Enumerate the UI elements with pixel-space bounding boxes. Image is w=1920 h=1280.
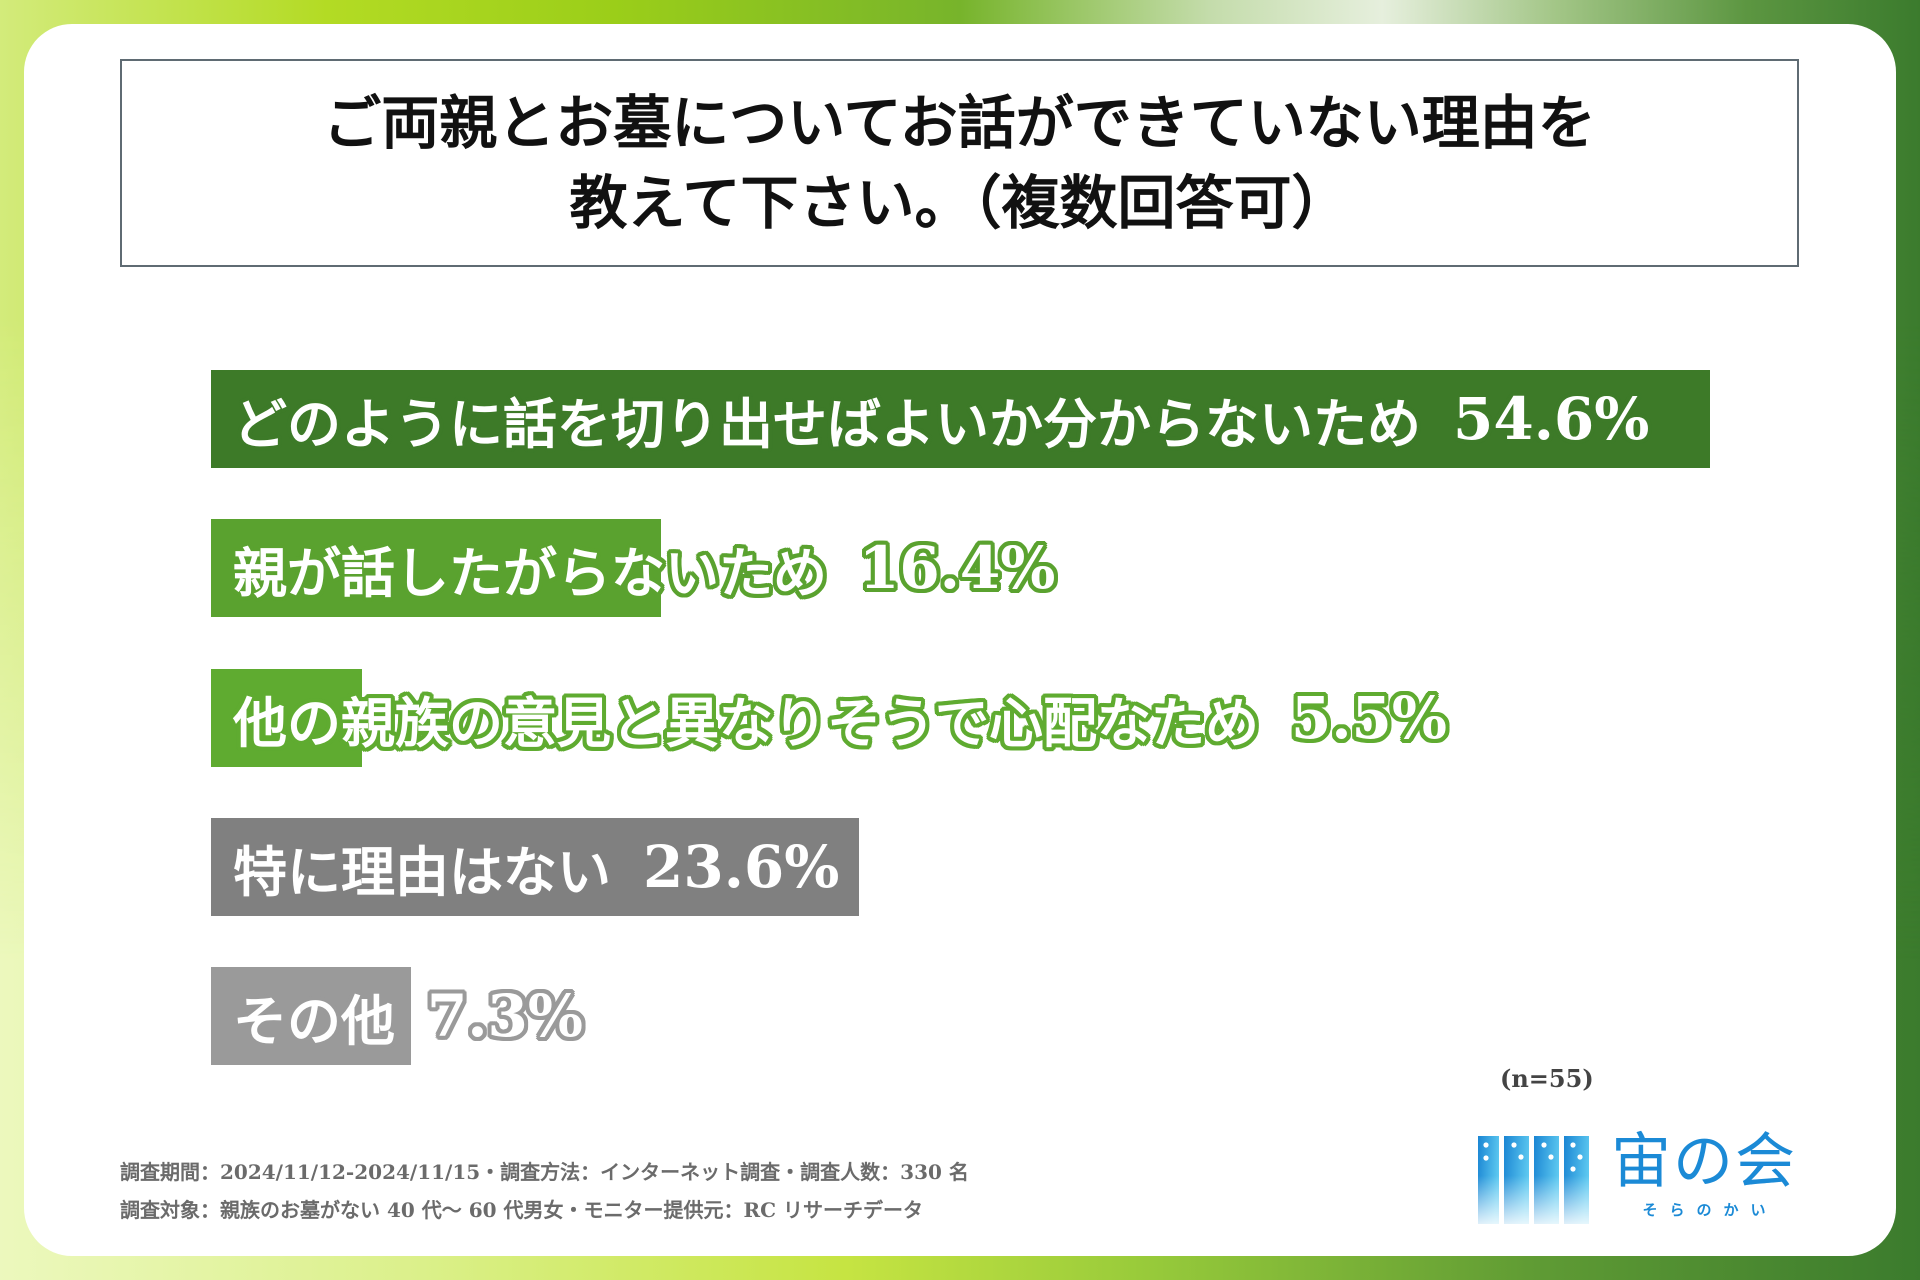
logo-wordmark: 宙の会 そらのかい — [1611, 1130, 1797, 1220]
value-label-2: 16.4% — [859, 534, 1056, 602]
bar-5 — [211, 967, 412, 1065]
bar-text-3: 他の親族の意見と異なりそうで心配なため 5.5% — [211, 669, 1851, 767]
bar-row-1: どのように話を切り出せばよいか分からないため 54.6% — [211, 370, 1851, 468]
bar-1 — [211, 370, 1710, 468]
logo-reading: そらのかい — [1642, 1201, 1778, 1219]
logo-star — [1541, 1142, 1547, 1148]
value-label-1: 54.6% — [1453, 385, 1650, 453]
logo-star — [1577, 1154, 1583, 1160]
survey-footer: 調査期間：2024/11/12-2024/11/15・調査方法：インターネット調… — [120, 1153, 969, 1229]
bar-2 — [211, 519, 662, 617]
bar-text-5: その他 7.3% — [211, 967, 1851, 1065]
logo-star — [1548, 1154, 1554, 1160]
category-label-5: その他 — [233, 988, 395, 1053]
logo-star — [1511, 1142, 1517, 1148]
bar-4 — [211, 818, 859, 916]
bar-row-2: 親が話したがらないため 16.4% — [211, 519, 1851, 617]
logo-star — [1483, 1142, 1489, 1148]
category-label-3: 他の親族の意見と異なりそうで心配なため — [233, 690, 1259, 755]
bar-text-4: 特に理由はない 23.6% — [211, 818, 1851, 916]
content-card: ご両親とお墓についてお話ができていない理由を 教えて下さい。（複数回答可） どの… — [24, 24, 1896, 1256]
bar-3 — [211, 669, 362, 767]
sample-size-note: (n=55) — [1500, 1064, 1594, 1093]
category-label-2: 親が話したがらないため — [233, 540, 827, 605]
logo-fade — [1478, 1136, 1589, 1224]
value-label-3: 5.5% — [1291, 684, 1448, 752]
bar-text-2: 親が話したがらないため 16.4% — [211, 519, 1851, 617]
survey-target-text: 調査対象：親族のお墓がない 40 代～ 60 代男女・モニター提供元：RC リサ… — [120, 1198, 924, 1222]
title-box: ご両親とお墓についてお話ができていない理由を 教えて下さい。（複数回答可） — [120, 59, 1799, 267]
logo-star — [1518, 1154, 1524, 1160]
category-label-4: 特に理由はない — [233, 839, 611, 904]
bar-row-3: 他の親族の意見と異なりそうで心配なため 5.5% — [211, 669, 1851, 767]
value-label-5: 7.3% — [427, 982, 584, 1050]
bar-row-4: 特に理由はない 23.6% — [211, 818, 1851, 916]
logo-star — [1483, 1155, 1489, 1161]
survey-info-text: 調査期間：2024/11/12-2024/11/15・調査方法：インターネット調… — [120, 1160, 969, 1184]
logo-star — [1570, 1142, 1576, 1148]
logo-icon — [1478, 1136, 1589, 1224]
logo-name: 宙の会 — [1611, 1127, 1797, 1197]
bar-text-1: どのように話を切り出せばよいか分からないため 54.6% — [211, 370, 1851, 468]
chart-title: ご両親とお墓についてお話ができていない理由を 教えて下さい。（複数回答可） — [323, 89, 1596, 237]
logo-star — [1570, 1166, 1576, 1172]
category-label-1: どのように話を切り出せばよいか分からないため — [233, 391, 1421, 456]
value-label-4: 23.6% — [643, 833, 840, 901]
bar-row-5: その他 7.3% — [211, 967, 1851, 1065]
